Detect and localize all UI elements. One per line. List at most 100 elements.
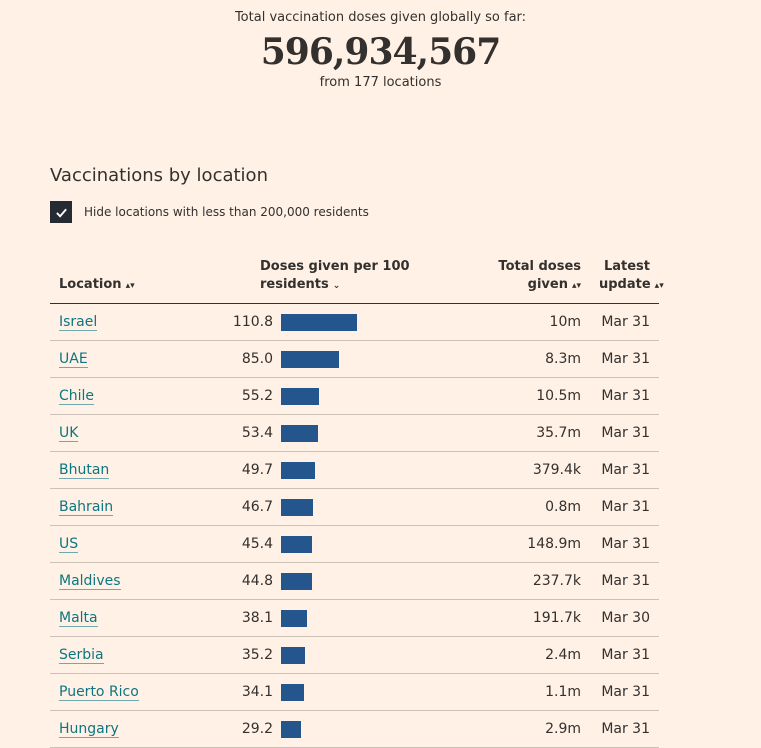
latest-update-cell: Mar 31 [590, 340, 659, 378]
hide-small-locations-checkbox[interactable] [50, 201, 72, 223]
latest-update-cell: Mar 31 [590, 451, 659, 489]
doses-value: 46.7 [241, 499, 273, 515]
total-doses-cell: 8.3m [454, 340, 590, 378]
doses-value: 29.2 [241, 721, 273, 737]
doses-bar [281, 461, 315, 479]
global-total-sub: from 177 locations [319, 75, 442, 90]
doses-bar [281, 572, 312, 590]
global-total-panel: Total vaccination doses given globally s… [0, 10, 761, 90]
doses-value: 55.2 [241, 388, 273, 404]
table-row: Puerto Rico 34.1 1.1m Mar 31 [50, 673, 659, 711]
vaccinations-table: Location ▴▾ Doses given per 100 residents… [50, 258, 664, 748]
total-doses-cell: 379.4k [454, 451, 590, 489]
global-total-label: Total vaccination doses given globally s… [234, 10, 527, 25]
location-cell: UAE [50, 340, 243, 378]
location-cell: Chile [50, 377, 243, 415]
doses-value: 45.4 [241, 536, 273, 552]
location-cell: Israel [50, 303, 243, 341]
location-link[interactable]: US [59, 536, 79, 553]
location-cell: Serbia [50, 636, 243, 674]
location-link[interactable]: Israel [59, 314, 98, 331]
table-row: Chile 55.2 10.5m Mar 31 [50, 377, 659, 415]
check-icon [55, 208, 67, 218]
table-row: Bahrain 46.7 0.8m Mar 31 [50, 488, 659, 526]
latest-update-cell: Mar 31 [590, 562, 659, 600]
sort-icon: ▴▾ [571, 281, 581, 291]
total-doses-cell: 148.9m [454, 525, 590, 563]
doses-cell: 53.4 [242, 414, 454, 452]
location-link[interactable]: Puerto Rico [59, 684, 139, 701]
latest-update-cell: Mar 30 [590, 599, 659, 637]
latest-update-cell: Mar 31 [590, 377, 659, 415]
doses-bar [281, 535, 312, 553]
location-cell: Malta [50, 599, 243, 637]
doses-bar [281, 350, 339, 368]
table-row: Serbia 35.2 2.4m Mar 31 [50, 636, 659, 674]
doses-cell: 44.8 [242, 562, 454, 600]
hide-small-locations-label: Hide locations with less than 200,000 re… [84, 205, 369, 219]
table-row: UAE 85.0 8.3m Mar 31 [50, 340, 659, 378]
table-row: Israel 110.8 10m Mar 31 [50, 303, 659, 341]
location-link[interactable]: Hungary [59, 721, 119, 738]
doses-bar [281, 683, 304, 701]
doses-bar [281, 424, 318, 442]
table-row: UK 53.4 35.7m Mar 31 [50, 414, 659, 452]
doses-cell: 55.2 [242, 377, 454, 415]
column-header-update[interactable]: Latest update ▴▾ [590, 258, 664, 304]
total-doses-cell: 35.7m [454, 414, 590, 452]
latest-update-cell: Mar 31 [590, 636, 659, 674]
table-row: Malta 38.1 191.7k Mar 30 [50, 599, 659, 637]
doses-value: 35.2 [241, 647, 273, 663]
table-row: Bhutan 49.7 379.4k Mar 31 [50, 451, 659, 489]
location-cell: Puerto Rico [50, 673, 243, 711]
sort-icon: ▴▾ [654, 281, 664, 291]
total-doses-cell: 191.7k [454, 599, 590, 637]
table-row: Maldives 44.8 237.7k Mar 31 [50, 562, 659, 600]
doses-value: 49.7 [241, 462, 273, 478]
location-link[interactable]: Chile [59, 388, 95, 405]
doses-value: 85.0 [241, 351, 273, 367]
global-total-value: 596,934,567 [260, 31, 502, 73]
doses-cell: 38.1 [242, 599, 454, 637]
doses-bar [281, 313, 357, 331]
location-link[interactable]: UK [59, 425, 79, 442]
doses-value: 53.4 [241, 425, 273, 441]
column-header-total[interactable]: Total doses given ▴▾ [454, 258, 590, 304]
doses-cell: 34.1 [242, 673, 454, 711]
total-doses-cell: 1.1m [454, 673, 590, 711]
total-doses-cell: 237.7k [454, 562, 590, 600]
sort-desc-icon: ⌄ [332, 281, 341, 291]
doses-cell: 110.8 [233, 303, 454, 341]
location-link[interactable]: Bahrain [59, 499, 114, 516]
doses-cell: 46.7 [242, 488, 454, 526]
location-cell: Bhutan [50, 451, 243, 489]
doses-value: 34.1 [241, 684, 273, 700]
table-header-row: Location ▴▾ Doses given per 100 residents… [50, 258, 664, 304]
doses-bar [281, 387, 319, 405]
sort-icon: ▴▾ [125, 281, 135, 291]
doses-cell: 45.4 [242, 525, 454, 563]
hide-small-locations-filter[interactable]: Hide locations with less than 200,000 re… [50, 201, 369, 223]
doses-cell: 85.0 [242, 340, 454, 378]
location-cell: Maldives [50, 562, 243, 600]
doses-bar [281, 609, 307, 627]
doses-cell: 49.7 [242, 451, 454, 489]
location-cell: Bahrain [50, 488, 243, 526]
location-link[interactable]: UAE [59, 351, 88, 368]
doses-bar [281, 498, 313, 516]
location-link[interactable]: Bhutan [59, 462, 110, 479]
column-header-doses[interactable]: Doses given per 100 residents ⌄ [243, 258, 454, 304]
location-link[interactable]: Malta [59, 610, 98, 627]
latest-update-cell: Mar 31 [590, 303, 659, 341]
doses-bar [281, 646, 305, 664]
total-doses-cell: 10.5m [454, 377, 590, 415]
doses-value: 38.1 [241, 610, 273, 626]
section-title: Vaccinations by location [50, 165, 268, 186]
location-link[interactable]: Maldives [59, 573, 121, 590]
column-header-location[interactable]: Location ▴▾ [50, 258, 243, 304]
total-doses-cell: 10m [454, 303, 590, 341]
latest-update-cell: Mar 31 [590, 525, 659, 563]
location-link[interactable]: Serbia [59, 647, 104, 664]
table-row: US 45.4 148.9m Mar 31 [50, 525, 659, 563]
doses-value: 44.8 [241, 573, 273, 589]
